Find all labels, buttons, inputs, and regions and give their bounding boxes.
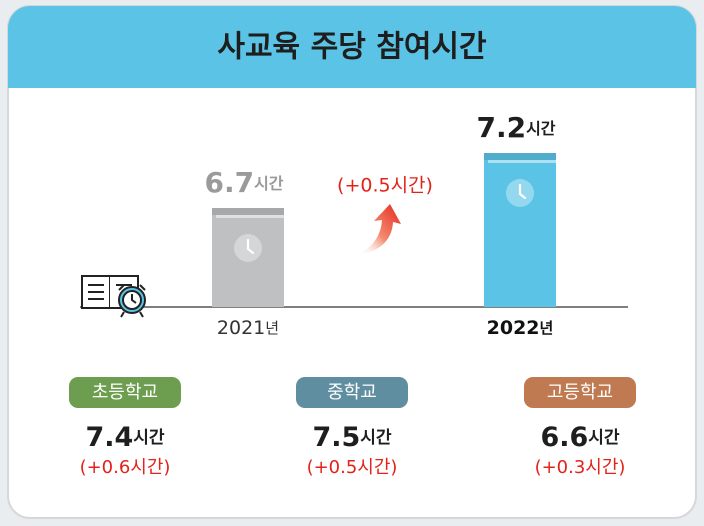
book-clock-icon [81, 275, 146, 318]
chart-title: 사교육 주당 참여시간 [217, 30, 487, 65]
value-label: 7.2시간 [476, 111, 555, 144]
school-pill [296, 377, 408, 408]
book-spine [484, 153, 556, 160]
value-label: 6.7시간 [204, 166, 283, 199]
school-value-number: 6.6 [540, 422, 588, 453]
school-value-unit: 시간 [360, 428, 392, 448]
book-spine [212, 208, 284, 215]
school-change: (+0.3시간) [535, 457, 626, 478]
school-value: 7.4시간 [85, 422, 164, 453]
school-name: 중학교 [327, 382, 377, 403]
book-bar [212, 208, 284, 307]
school-value-number: 7.5 [312, 422, 360, 453]
book-bar [484, 153, 556, 307]
school-pill [69, 377, 181, 408]
value-number: 7.2 [476, 111, 526, 144]
value-number: 6.7 [204, 166, 254, 199]
school-value-unit: 시간 [588, 428, 620, 448]
category-year: 2021 [217, 317, 265, 339]
school-change: (+0.6시간) [80, 457, 171, 478]
school-name: 고등학교 [547, 382, 613, 403]
school-change: (+0.5시간) [307, 457, 398, 478]
header-band [8, 6, 696, 88]
increase-arrow [358, 204, 401, 254]
school-pill [524, 377, 636, 408]
school-name: 초등학교 [92, 382, 158, 403]
book-pages [216, 215, 284, 218]
school-value: 7.5시간 [312, 422, 391, 453]
category-unit: 년 [265, 319, 279, 337]
school-value-unit: 시간 [133, 428, 165, 448]
school-value: 6.6시간 [540, 422, 619, 453]
change-annotation: (+0.5시간) [337, 175, 433, 197]
x-tick-label: 2021년 [217, 317, 279, 339]
clock-hands [246, 238, 255, 255]
value-unit: 시간 [254, 174, 284, 193]
x-tick-label: 2022년 [487, 317, 554, 339]
category-year: 2022 [487, 317, 540, 339]
book-pages [488, 160, 556, 163]
value-unit: 시간 [526, 119, 556, 138]
school-value-number: 7.4 [85, 422, 133, 453]
category-unit: 년 [540, 319, 554, 337]
clock-hands [518, 183, 527, 200]
